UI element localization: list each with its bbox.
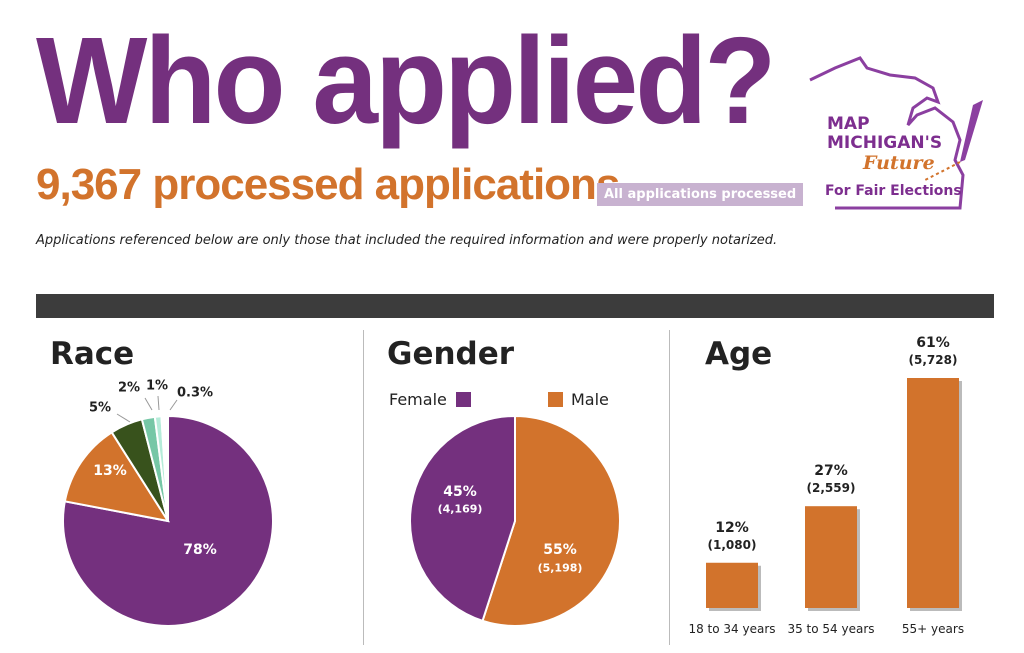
age-bar-1: [805, 506, 857, 608]
race-label-4: 1%: [145, 378, 169, 394]
gender-label-female: 45%: [443, 484, 477, 500]
race-label-2: 5%: [88, 400, 112, 416]
logo-tagline: For Fair Elections: [825, 183, 962, 199]
race-label-1: 13%: [93, 463, 127, 479]
logo-future: Future: [863, 152, 935, 174]
gender-slice-1: [409, 414, 516, 623]
age-count-0: (1,080): [707, 537, 757, 552]
race-label-0: 78%: [183, 542, 217, 558]
section-divider-bar: [36, 294, 994, 318]
subtitle-text: processed applications: [152, 160, 620, 209]
subtitle: 9,367 processed applications: [36, 160, 620, 210]
race-slice-1: [63, 430, 171, 523]
gender-count-male: (5,198): [537, 561, 583, 575]
leader-line: [144, 397, 153, 411]
divider: [363, 330, 364, 645]
leader-line: [169, 399, 178, 411]
page-title: Who applied?: [36, 11, 776, 151]
race-slice-5: [160, 415, 169, 522]
legend-female: Female: [389, 390, 471, 409]
gender-title: Gender: [387, 336, 515, 372]
age-bar-2: [907, 378, 959, 608]
age-category-2: 55+ years: [901, 622, 965, 636]
age-label-1: 27%: [814, 463, 848, 480]
note: Applications referenced below are only t…: [36, 233, 778, 248]
leader-line: [157, 395, 160, 411]
race-label-3: 2%: [117, 380, 141, 396]
age-count-1: (2,559): [806, 481, 856, 496]
legend-swatch-female: [455, 392, 471, 407]
application-count: 9,367: [36, 160, 142, 209]
gender-label-male: 55%: [543, 542, 577, 558]
age-title: Age: [705, 336, 773, 372]
race-title: Race: [50, 336, 135, 372]
age-category-1: 35 to 54 years: [787, 622, 875, 636]
age-bar-0: [706, 562, 758, 608]
age-label-0: 12%: [715, 519, 749, 536]
legend-swatch-male: [548, 392, 563, 407]
divider: [669, 330, 670, 645]
leader-line: [116, 413, 131, 423]
michigan-map-icon: [809, 56, 983, 210]
gender-count-female: (4,169): [437, 502, 483, 516]
gender-slice-0: [481, 414, 621, 627]
age-count-2: (5,728): [908, 353, 958, 367]
age-category-0: 18 to 34 years: [688, 622, 776, 636]
legend-male: Male: [548, 390, 609, 409]
status-badge: All applications processed: [597, 183, 804, 206]
age-label-2: 61%: [916, 335, 950, 351]
race-label-5: 0.3%: [176, 385, 214, 401]
logo-text: MAP MICHIGAN'S: [827, 114, 943, 153]
logo: MAP MICHIGAN'S Future For Fair Elections: [805, 50, 995, 220]
